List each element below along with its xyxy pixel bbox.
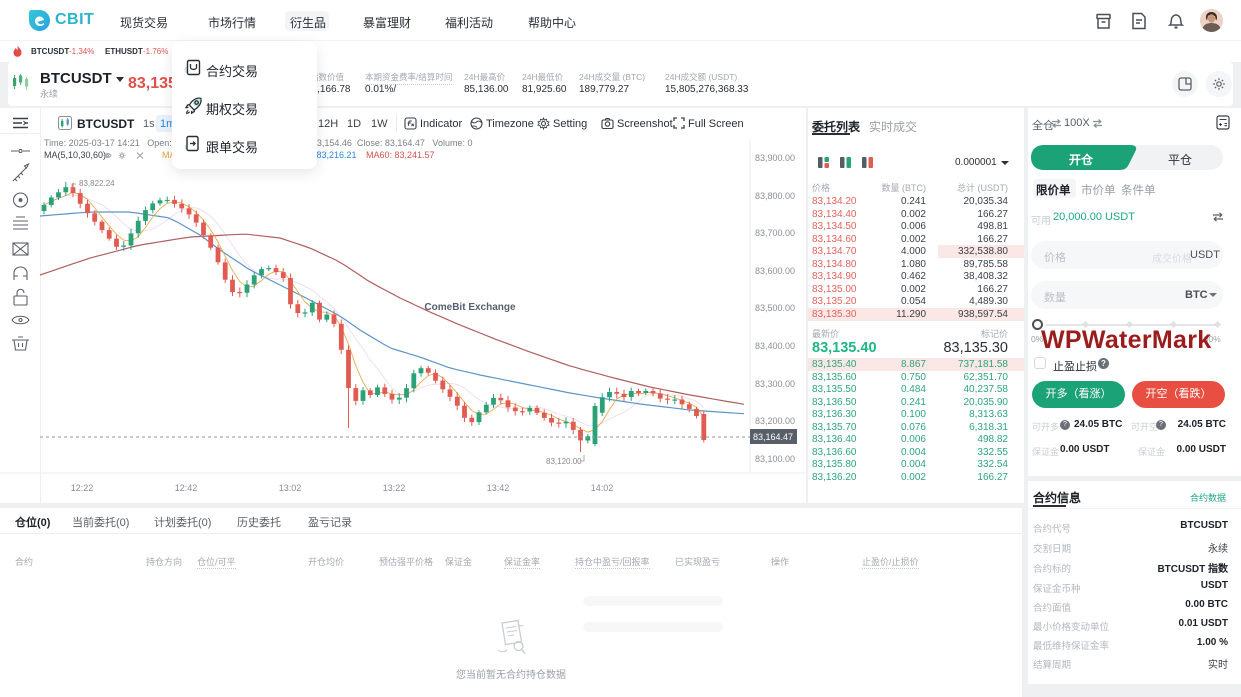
svg-text:12:42: 12:42	[175, 483, 198, 493]
svg-text:14:02: 14:02	[591, 483, 614, 493]
svg-text:83,400.00: 83,400.00	[755, 341, 795, 351]
svg-text:83,800.00: 83,800.00	[755, 191, 795, 201]
svg-text:83,120.00: 83,120.00	[546, 457, 582, 466]
svg-text:13:22: 13:22	[383, 483, 406, 493]
svg-text:83,164.47: 83,164.47	[753, 432, 793, 442]
svg-text:83,300.00: 83,300.00	[755, 379, 795, 389]
svg-text:83,200.00: 83,200.00	[755, 416, 795, 426]
svg-text:13:02: 13:02	[279, 483, 302, 493]
svg-text:13:42: 13:42	[487, 483, 510, 493]
svg-text:83,600.00: 83,600.00	[755, 266, 795, 276]
svg-text:83,900.00: 83,900.00	[755, 153, 795, 163]
svg-text:83,100.00: 83,100.00	[755, 454, 795, 464]
svg-text:83,822.24: 83,822.24	[79, 179, 115, 188]
svg-text:83,500.00: 83,500.00	[755, 303, 795, 313]
svg-text:ComeBit Exchange: ComeBit Exchange	[424, 302, 516, 313]
svg-text:83,700.00: 83,700.00	[755, 228, 795, 238]
svg-text:12:22: 12:22	[71, 483, 94, 493]
